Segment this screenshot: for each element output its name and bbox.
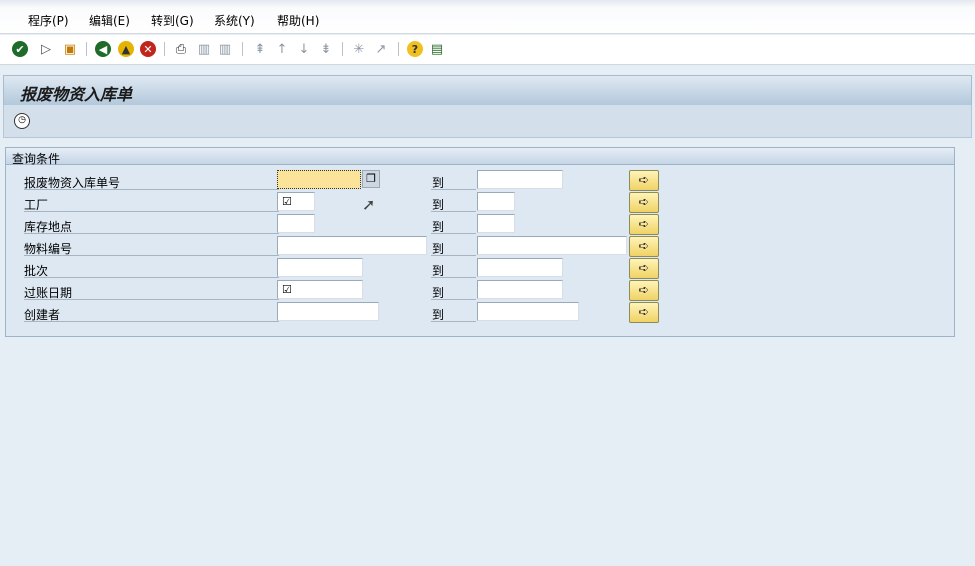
multi-copy-icon[interactable]: ❐ — [362, 170, 380, 188]
to-input[interactable] — [477, 192, 515, 211]
to-label: 到 — [431, 214, 476, 234]
find-icon[interactable]: ▥ — [197, 41, 211, 57]
arrow-right-icon: ➪ — [638, 173, 650, 188]
to-label: 到 — [431, 236, 476, 256]
to-input[interactable] — [477, 214, 515, 233]
multiple-selection-button[interactable]: ➪ — [629, 214, 659, 235]
next-page-icon[interactable]: ↓ — [298, 41, 310, 57]
to-label: 到 — [431, 280, 476, 300]
field-label: 库存地点 — [24, 214, 279, 234]
to-label: 到 — [431, 170, 476, 190]
play-icon[interactable]: ▷ — [41, 41, 51, 57]
to-input[interactable] — [477, 236, 627, 255]
standard-toolbar: ✔ ▷ ▣ ◀ ▲ ✕ ⎙ ▥ ▥ ⇞ ↑ ↓ ⇟ ✳ ↗ ? ▤ — [0, 35, 975, 65]
application-toolbar: ◷ — [3, 105, 972, 138]
separator — [398, 42, 399, 56]
from-input[interactable] — [277, 214, 315, 233]
menu-edit[interactable]: 编辑(E) — [89, 14, 130, 28]
arrow-right-icon: ➪ — [638, 217, 650, 232]
back-icon[interactable]: ◀ — [95, 41, 111, 57]
field-label: 工厂 — [24, 192, 279, 212]
multiple-selection-button[interactable]: ➪ — [629, 258, 659, 279]
field-label: 创建者 — [24, 302, 279, 322]
to-input[interactable] — [477, 258, 563, 277]
last-page-icon[interactable]: ⇟ — [320, 41, 332, 57]
save-icon[interactable]: ▣ — [63, 41, 77, 57]
field-label: 物料编号 — [24, 236, 279, 256]
separator — [242, 42, 243, 56]
mouse-cursor-icon: ➚ — [362, 195, 376, 214]
prev-page-icon[interactable]: ↑ — [276, 41, 288, 57]
multiple-selection-button[interactable]: ➪ — [629, 170, 659, 191]
from-input[interactable] — [277, 236, 427, 255]
help-icon[interactable]: ? — [407, 41, 423, 57]
menu-program[interactable]: 程序(P) — [28, 14, 69, 28]
arrow-right-icon: ➪ — [638, 261, 650, 276]
multiple-selection-button[interactable]: ➪ — [629, 280, 659, 301]
group-header: 查询条件 — [6, 148, 954, 166]
field-label: 批次 — [24, 258, 279, 278]
title-bar: 报废物资入库单 — [3, 75, 972, 105]
arrow-right-icon: ➪ — [638, 305, 650, 320]
shortcut-icon[interactable]: ↗ — [375, 41, 387, 57]
print-icon[interactable]: ⎙ — [175, 41, 187, 57]
to-input[interactable] — [477, 280, 563, 299]
to-label: 到 — [431, 302, 476, 322]
check-icon[interactable]: ✔ — [12, 41, 28, 57]
to-input[interactable] — [477, 170, 563, 189]
menu-bar: 程序(P) 编辑(E) 转到(G) 系统(Y) 帮助(H) — [0, 0, 975, 34]
create-session-icon[interactable]: ✳ — [353, 41, 365, 57]
to-label: 到 — [431, 258, 476, 278]
separator — [164, 42, 165, 56]
to-input[interactable] — [477, 302, 579, 321]
from-input[interactable] — [277, 258, 363, 277]
multiple-selection-button[interactable]: ➪ — [629, 302, 659, 323]
field-label: 过账日期 — [24, 280, 279, 300]
execute-icon[interactable]: ◷ — [14, 113, 30, 129]
page-title: 报废物资入库单 — [20, 85, 133, 104]
group-title: 查询条件 — [12, 152, 61, 166]
multiple-selection-button[interactable]: ➪ — [629, 236, 659, 257]
from-input[interactable] — [277, 302, 379, 321]
field-label: 报废物资入库单号 — [24, 170, 279, 190]
arrow-right-icon: ➪ — [638, 283, 650, 298]
menu-help[interactable]: 帮助(H) — [277, 14, 320, 28]
arrow-right-icon: ➪ — [638, 239, 650, 254]
menu-goto[interactable]: 转到(G) — [151, 14, 194, 28]
separator — [86, 42, 87, 56]
arrow-right-icon: ➪ — [638, 195, 650, 210]
cancel-icon[interactable]: ✕ — [140, 41, 156, 57]
separator — [342, 42, 343, 56]
first-page-icon[interactable]: ⇞ — [254, 41, 266, 57]
find-next-icon[interactable]: ▥ — [218, 41, 232, 57]
from-input[interactable] — [277, 170, 361, 189]
from-input[interactable]: ☑ — [277, 192, 315, 211]
layout-icon[interactable]: ▤ — [430, 41, 444, 57]
multiple-selection-button[interactable]: ➪ — [629, 192, 659, 213]
selection-criteria-group: 查询条件 报废物资入库单号到 ➪ 工厂 ☑ 到 ➪ 库存地点到 ➪ 物料编号到 ➪ 批次到 ➪ 过账日期… — [5, 147, 955, 337]
from-input[interactable]: ☑ — [277, 280, 363, 299]
exit-icon[interactable]: ▲ — [118, 41, 134, 57]
menu-system[interactable]: 系统(Y) — [214, 14, 255, 28]
to-label: 到 — [431, 192, 476, 212]
